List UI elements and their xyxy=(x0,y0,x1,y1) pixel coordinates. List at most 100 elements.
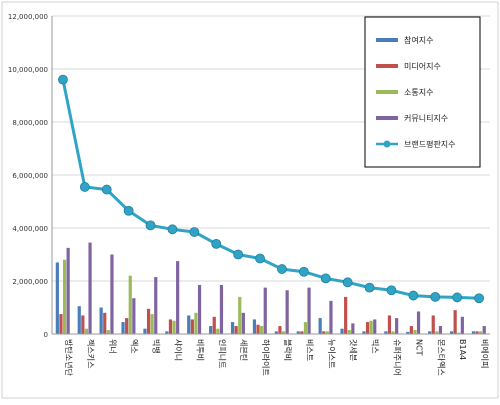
bar xyxy=(106,330,110,334)
bar xyxy=(438,326,443,334)
bar xyxy=(460,316,464,334)
y-tick-label: 4,000,000 xyxy=(12,225,48,233)
line-point xyxy=(386,285,397,296)
bar xyxy=(435,331,439,334)
y-tick-label: 2,000,000 xyxy=(12,278,48,286)
bar xyxy=(252,319,257,334)
bar xyxy=(230,322,235,334)
legend-label: 미디어지수 xyxy=(404,61,441,71)
bar xyxy=(322,331,326,334)
x-tick-label: 비에이피 xyxy=(480,339,490,368)
x-tick-label: 블락비 xyxy=(283,339,293,361)
bar xyxy=(256,324,260,334)
bar xyxy=(340,328,344,334)
bar xyxy=(197,284,202,334)
legend-swatch xyxy=(376,116,398,120)
bar xyxy=(168,319,173,334)
line-point xyxy=(189,227,200,237)
y-axis: 0 2,000,000 4,000,000 6,000,000 8,000,000 10,… xyxy=(8,13,53,339)
x-tick-label: 빅뱅 xyxy=(152,339,162,354)
x-tick-label: 비투비 xyxy=(195,339,204,361)
bar xyxy=(409,326,413,334)
bar xyxy=(373,319,377,334)
y-tick-label: 12,000,000 xyxy=(8,13,48,21)
legend-swatch xyxy=(376,38,398,42)
bar xyxy=(453,310,457,334)
line-point xyxy=(408,290,419,301)
bar xyxy=(307,287,311,334)
bar xyxy=(471,331,476,334)
line-point xyxy=(474,293,484,304)
x-tick-label: 젝스키스 xyxy=(86,339,96,368)
x-tick-label: B1A4 xyxy=(458,339,467,360)
bar xyxy=(285,290,289,334)
bar xyxy=(99,307,103,334)
x-tick-label: 인피니트 xyxy=(217,339,227,368)
bar xyxy=(296,331,300,334)
bar xyxy=(172,320,176,334)
line-point xyxy=(145,220,156,231)
bar xyxy=(187,315,191,334)
bar xyxy=(384,331,388,334)
x-tick-label: 위너 xyxy=(108,339,118,354)
bar xyxy=(146,308,151,334)
bar xyxy=(55,262,59,334)
line-point xyxy=(277,264,287,274)
x-tick-label: 방탄소년단 xyxy=(64,339,74,376)
bar xyxy=(482,326,486,334)
bar xyxy=(154,277,158,334)
bar xyxy=(387,315,392,334)
bar xyxy=(365,322,370,334)
bar xyxy=(362,331,366,334)
bar xyxy=(103,312,107,334)
bar xyxy=(209,326,213,334)
bar xyxy=(325,331,329,334)
bar xyxy=(274,331,278,334)
x-tick-label: 갓세븐 xyxy=(349,339,359,361)
y-tick-label: 6,000,000 xyxy=(12,172,48,180)
x-tick-label: 뉴이스트 xyxy=(327,339,337,368)
bar xyxy=(212,316,216,334)
bar xyxy=(219,284,224,334)
bar xyxy=(475,331,479,334)
bar xyxy=(110,254,114,334)
bar xyxy=(395,318,399,334)
bar xyxy=(165,331,169,334)
bar xyxy=(143,328,147,334)
legend-label: 커뮤니티지수 xyxy=(404,113,448,123)
bar xyxy=(351,323,355,334)
line-point xyxy=(58,74,68,85)
bar xyxy=(81,315,85,334)
bar xyxy=(125,318,129,334)
line-point xyxy=(101,184,112,195)
bar xyxy=(59,314,63,334)
x-tick-label: 비스트 xyxy=(305,339,314,361)
bar xyxy=(77,306,81,334)
x-tick-label: 빅스 xyxy=(371,339,380,354)
line-point xyxy=(233,249,244,260)
legend-label: 참여지수 xyxy=(404,35,433,45)
legend-swatch xyxy=(376,90,398,94)
bar xyxy=(216,328,220,334)
line-point xyxy=(320,273,331,284)
line-point xyxy=(452,292,463,303)
bar xyxy=(241,312,245,334)
x-tick-label: 몬스타엑스 xyxy=(436,339,446,376)
bar xyxy=(121,322,125,334)
bar xyxy=(260,326,264,334)
line-point xyxy=(430,291,441,302)
bar xyxy=(84,328,89,334)
x-tick-label: NCT xyxy=(414,339,423,356)
line-point xyxy=(211,238,222,249)
bar xyxy=(234,326,238,334)
bar xyxy=(278,326,282,334)
legend-line-marker xyxy=(383,140,391,148)
line-point xyxy=(364,282,375,293)
line-point xyxy=(298,266,309,277)
y-tick-label: 10,000,000 xyxy=(8,66,48,74)
line-point xyxy=(255,253,265,264)
x-tick-label: 슈퍼주니어 xyxy=(392,339,402,376)
